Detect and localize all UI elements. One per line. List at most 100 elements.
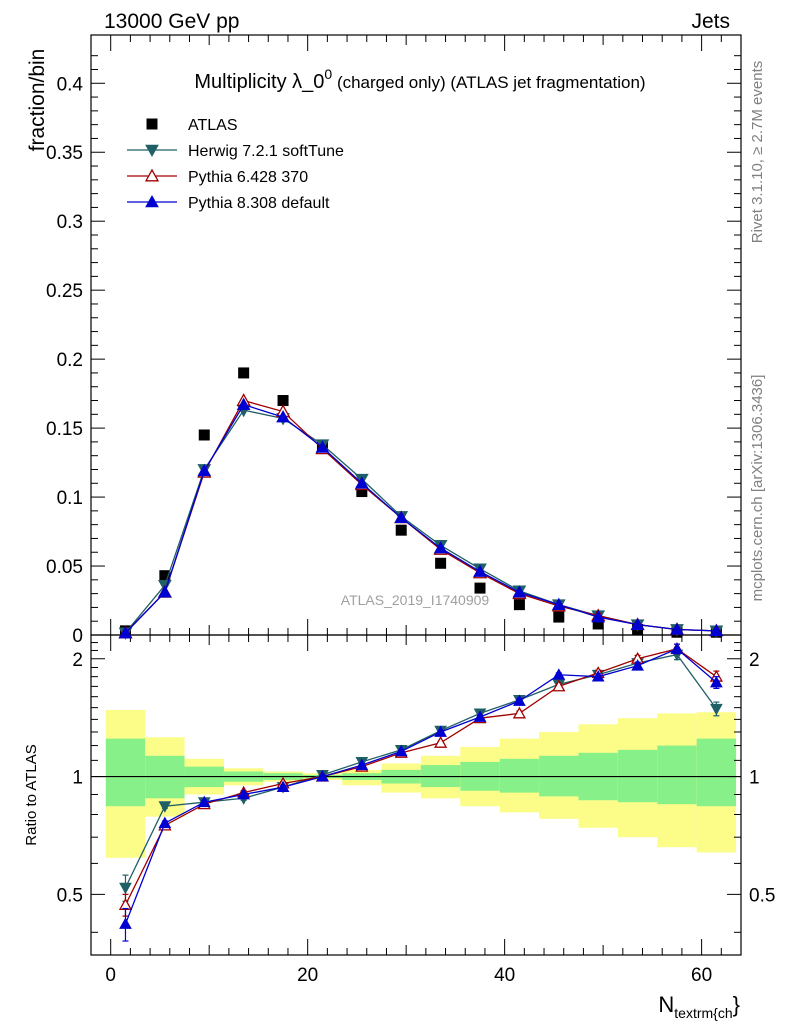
header-left: 13000 GeV pp — [104, 10, 239, 33]
legend-marker — [144, 168, 160, 182]
data-point-pythia-8-308-default — [551, 597, 566, 610]
uncertainty-band-inner — [105, 738, 146, 807]
ratio-tick-label: 0.5 — [57, 885, 83, 906]
chart-title-main: Multiplicity λ_0 — [194, 71, 324, 93]
ratio-point-pythia-8-308-default — [158, 816, 172, 829]
ratio-point-pythia-8-308-default — [276, 780, 290, 792]
x-axis-label-main: N — [658, 992, 674, 1017]
ratio-point-pythia-8-308-default — [316, 770, 329, 782]
ratio-point-pythia-8-308-default — [473, 710, 487, 722]
header-right: Jets — [691, 10, 730, 33]
x-axis-label-sub: textrm{ch — [674, 1005, 732, 1021]
y-tick-label: 0 — [72, 626, 83, 647]
data-point-pythia-8-308-default — [394, 510, 409, 524]
ratio-point-pythia-8-308-default — [552, 668, 566, 680]
series-pythia-8-308-default — [118, 397, 724, 639]
y-tick-label: 0.05 — [46, 557, 83, 578]
y-axis-label: fraction/bin — [26, 49, 49, 152]
ratio-point-pythia-8-308-default — [237, 787, 251, 800]
y-tick-label: 0.3 — [57, 212, 83, 233]
ratio-line-herwig-7-2-1-softtune — [124, 653, 717, 888]
chart-layer: 00.050.10.150.20.250.30.350.40 20 40 600.5 0… — [46, 34, 775, 986]
legend-label-pythia8: Pythia 8.308 default — [188, 195, 330, 212]
ratio-plot-frame — [90, 634, 742, 956]
data-point-pythia-8-308-default — [354, 476, 369, 489]
x-axis-label-tail: } — [733, 992, 740, 1017]
ratio-tick-label-right: 1 — [749, 768, 760, 789]
y-tick-label: 0.2 — [57, 350, 83, 371]
data-point-pythia-8-308-default — [276, 410, 290, 423]
ratio-point-herwig-7-2-1-softtune — [158, 801, 172, 813]
data-point-pythia-8-308-default — [512, 585, 527, 598]
ratio-point-pythia-8-308-default — [513, 694, 526, 706]
ratio-tick-label: 1 — [72, 768, 83, 789]
legend-entry-atlas: ATLAS — [146, 117, 238, 134]
x-tick-label: 0 — [105, 965, 116, 986]
series-line-pythia-8-308-default — [125, 403, 717, 634]
y-tick-label: 0.35 — [46, 143, 83, 164]
data-point-pythia-8-308-default — [236, 397, 251, 410]
data-point-atlas — [435, 557, 447, 569]
data-point-pythia-8-308-default — [433, 541, 448, 554]
legend-entry-pythia8: Pythia 8.308 default — [127, 194, 330, 212]
data-point-pythia-8-308-default — [670, 622, 684, 635]
data-point-atlas — [356, 486, 368, 498]
ratio-point-pythia-8-308-default — [710, 675, 723, 688]
data-point-atlas — [238, 367, 250, 379]
ratio-point-pythia-8-308-default — [355, 758, 369, 770]
x-axis-label: Ntextrm{ch} — [658, 992, 740, 1021]
legend-label-atlas: ATLAS — [188, 117, 238, 134]
ratio-tick-label: 2 — [72, 650, 83, 671]
mcplots-label: mcplots.cern.ch [arXiv:1306.3436] — [749, 375, 766, 602]
data-point-atlas — [277, 395, 289, 407]
ratio-point-pythia-6-428-370 — [512, 706, 527, 719]
chart-title-rest: (charged only) (ATLAS jet fragmentation) — [332, 73, 645, 92]
ratio-point-pythia-8-308-default — [197, 795, 211, 808]
legend: ATLAS Herwig 7.2.1 softTune Pythia 6.428… — [127, 117, 344, 212]
x-tick-label: 20 — [297, 965, 318, 986]
ratio-tick-label-right: 2 — [749, 650, 760, 671]
y-tick-label: 0.1 — [57, 488, 83, 509]
data-point-pythia-8-308-default — [197, 463, 212, 477]
ratio-point-herwig-7-2-1-softtune — [710, 703, 723, 716]
y-tick-label: 0.15 — [46, 419, 83, 440]
chart-title: Multiplicity λ_00 (charged only) (ATLAS … — [194, 66, 645, 93]
legend-label-pythia6: Pythia 6.428 370 — [188, 169, 308, 186]
uncertainty-band-inner — [696, 738, 737, 807]
ratio-tick-label-right: 0.5 — [749, 885, 775, 906]
y-tick-label: 0.4 — [57, 74, 84, 95]
ratio-point-pythia-8-308-default — [631, 659, 644, 671]
ratio-point-pythia-6-428-370 — [552, 679, 566, 692]
watermark: ATLAS_2019_I1740909 — [341, 592, 490, 608]
ratio-line-pythia-8-308-default — [124, 648, 717, 925]
legend-marker — [146, 118, 158, 130]
ratio-point-pythia-6-428-370 — [434, 735, 448, 748]
uncertainty-band-inner — [657, 745, 697, 805]
data-point-atlas — [474, 582, 486, 594]
data-point-atlas — [592, 618, 604, 630]
data-point-atlas — [198, 429, 210, 441]
legend-marker — [145, 144, 159, 158]
data-point-atlas — [395, 524, 407, 536]
chart-title-sup: 0 — [324, 66, 332, 82]
rivet-label: Rivet 3.1.10, ≥ 2.7M events — [749, 61, 766, 244]
data-point-pythia-8-308-default — [630, 617, 645, 630]
legend-entry-herwig: Herwig 7.2.1 softTune — [127, 143, 344, 160]
data-point-pythia-8-308-default — [709, 623, 724, 637]
ratio-point-pythia-8-308-default — [434, 725, 447, 737]
x-tick-label: 40 — [494, 965, 515, 986]
data-point-atlas — [159, 570, 171, 582]
data-point-pythia-8-308-default — [315, 440, 330, 453]
ratio-series-pythia-8-308-default — [119, 642, 723, 942]
legend-marker — [145, 194, 159, 208]
ratio-point-pythia-8-308-default — [119, 917, 132, 929]
ratio-point-pythia-8-308-default — [591, 670, 605, 682]
ratio-point-herwig-7-2-1-softtune — [119, 882, 132, 895]
x-tick-label: 60 — [691, 965, 712, 986]
ratio-y-axis-label: Ratio to ATLAS — [23, 744, 40, 845]
data-point-atlas — [553, 611, 565, 623]
legend-entry-pythia6: Pythia 6.428 370 — [127, 168, 308, 186]
data-point-pythia-8-308-default — [158, 585, 172, 598]
